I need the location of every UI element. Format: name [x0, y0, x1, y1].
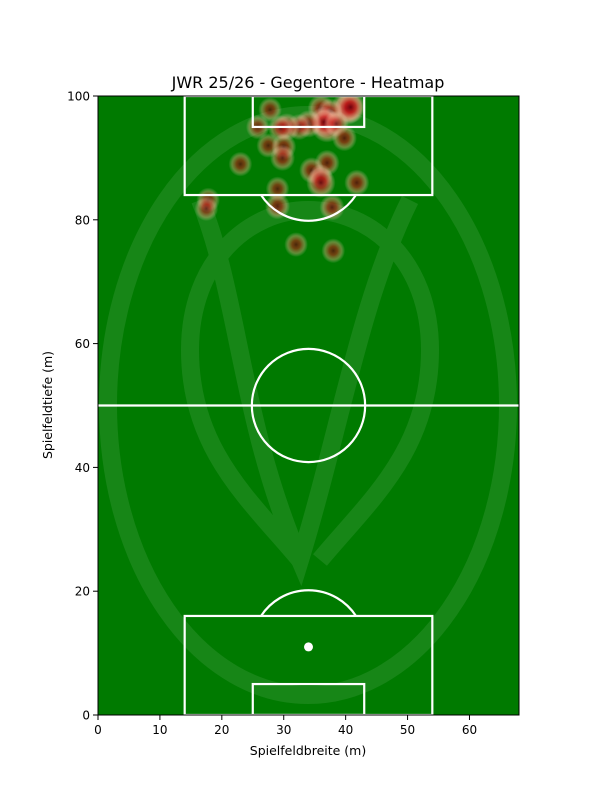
y-tick-label: 60	[75, 337, 90, 351]
x-axis-title: Spielfeldbreite (m)	[250, 743, 366, 758]
top-goal-area	[251, 96, 366, 129]
heat-point	[284, 232, 308, 257]
heat-point	[258, 97, 282, 123]
heat-point	[194, 196, 219, 222]
heat-point	[228, 151, 253, 177]
heat-point	[331, 124, 357, 152]
heat-point	[269, 144, 295, 172]
y-tick-label: 40	[75, 461, 90, 475]
x-tick-label: 20	[214, 723, 229, 737]
y-axis-title: Spielfeldtiefe (m)	[40, 351, 55, 459]
x-tick-label: 60	[462, 723, 477, 737]
heatmap-layer	[194, 96, 370, 264]
bottom-penalty-arc	[260, 589, 357, 617]
pitch-markings	[98, 96, 519, 715]
top-penalty-area	[183, 96, 434, 197]
x-tick-label: 0	[94, 723, 102, 737]
penalty-spot	[304, 642, 313, 652]
y-tick-label: 100	[67, 90, 90, 104]
heat-point	[306, 167, 336, 198]
x-tick-label: 30	[276, 723, 291, 737]
center-circle	[250, 347, 367, 464]
chart-title: JWR 25/26 - Gegentore - Heatmap	[171, 73, 445, 92]
y-axis: 0 20 40 60 80 100	[67, 90, 98, 723]
y-tick-label: 20	[75, 585, 90, 599]
y-tick-label: 0	[82, 709, 90, 723]
heat-point	[319, 194, 345, 221]
x-tick-label: 50	[400, 723, 415, 737]
bottom-penalty-area	[183, 614, 434, 715]
heat-point	[321, 238, 346, 264]
x-tick-label: 40	[338, 723, 353, 737]
y-tick-label: 80	[75, 213, 90, 227]
x-tick-label: 10	[152, 723, 167, 737]
plot-frame	[97, 95, 520, 716]
heat-point	[344, 169, 370, 196]
x-axis: 0 10 20 30 40 50 60	[94, 715, 477, 737]
heat-point	[265, 193, 291, 220]
top-penalty-arc	[260, 194, 357, 222]
